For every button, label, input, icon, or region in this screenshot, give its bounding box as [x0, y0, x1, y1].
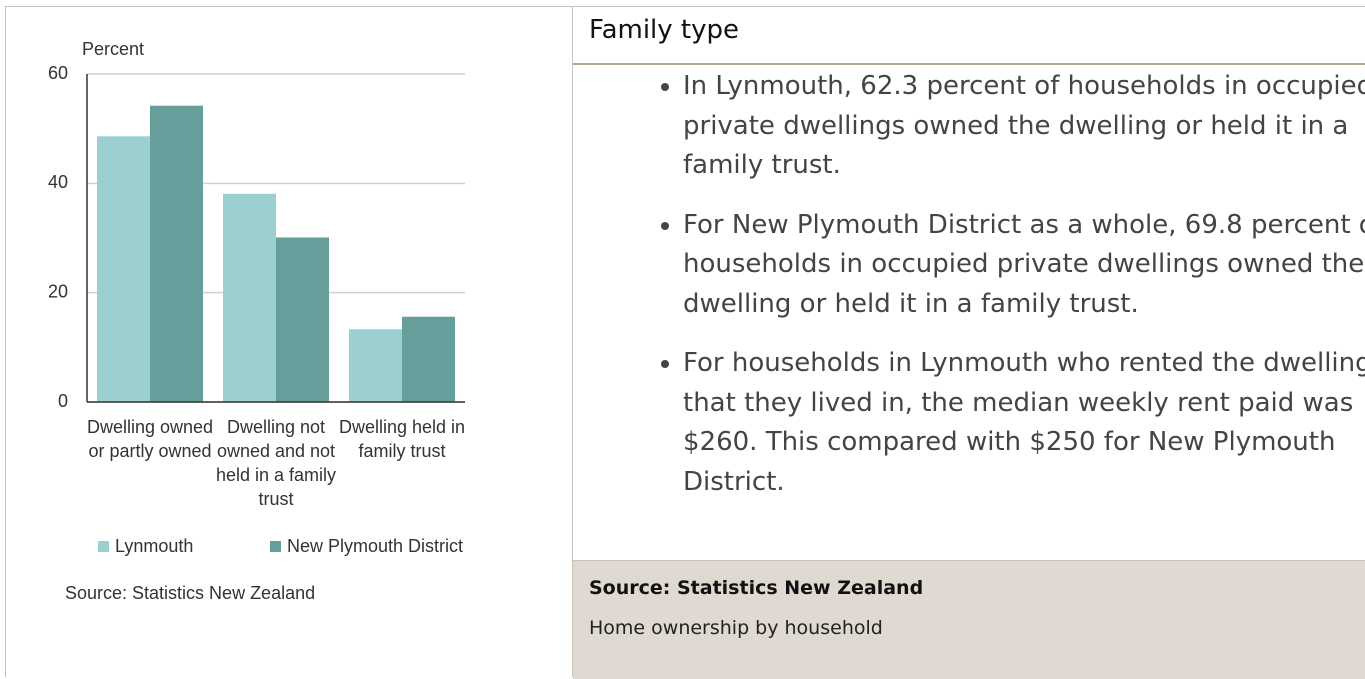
x-tick-label: Dwelling held in family trust — [338, 417, 466, 461]
y-tick-label: 40 — [48, 172, 68, 192]
legend-label: New Plymouth District — [287, 536, 463, 556]
bar — [97, 136, 150, 402]
legend-swatch — [270, 541, 281, 552]
legend-label: Lynmouth — [115, 536, 193, 556]
chart: Percent 0 20 40 60 Lynmouth New Plymouth Distr… — [48, 39, 465, 603]
bullet: In Lynmouth, 62.3 percent of households … — [683, 67, 1365, 186]
legend-swatch — [98, 541, 109, 552]
bullet-list: In Lynmouth, 62.3 percent of households … — [633, 67, 1365, 522]
footer-caption: Home ownership by household — [589, 617, 883, 639]
bar — [150, 105, 203, 402]
bullet: For households in Lynmouth who rented th… — [683, 344, 1365, 502]
heading: Family type — [589, 15, 740, 45]
divider — [573, 63, 1365, 65]
bar — [223, 193, 276, 402]
y-tick-label: 20 — [48, 281, 68, 301]
chart-panel: Percent 0 20 40 60 Lynmouth New Plymouth Distr… — [5, 6, 572, 677]
bar — [349, 329, 402, 402]
bar — [402, 316, 455, 402]
text-panel: Family type In Lynmouth, 62.3 percent of… — [572, 6, 1365, 679]
bar — [276, 237, 329, 402]
bullet: For New Plymouth District as a whole, 69… — [683, 206, 1365, 325]
footer-source: Source: Statistics New Zealand — [589, 577, 924, 599]
footer: Source: Statistics New Zealand Home owne… — [573, 560, 1365, 679]
x-tick-label: Dwelling not owned and not held in a fam… — [215, 417, 337, 509]
y-axis-label: Percent — [82, 39, 144, 59]
x-tick-label: Dwelling owned or partly owned — [86, 417, 214, 461]
chart-source: Source: Statistics New Zealand — [65, 583, 315, 603]
y-tick-label: 60 — [48, 63, 68, 83]
y-tick-label: 0 — [58, 391, 68, 411]
